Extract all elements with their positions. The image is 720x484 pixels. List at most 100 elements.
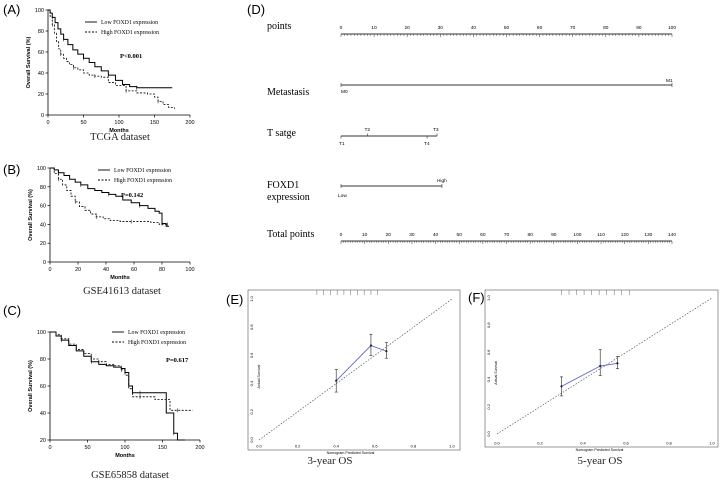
points-scale-tick-label: 30 <box>438 25 444 31</box>
nomogram-row-name: Metastasis <box>267 87 309 98</box>
calibration-point <box>599 364 602 368</box>
total-points-scale-tick-label: 110 <box>597 232 605 238</box>
total-points-scale-tick-label: 120 <box>621 232 629 238</box>
t-stage-t3-label: T3 <box>433 127 439 133</box>
nomogram-row-name: points <box>267 21 292 32</box>
total-points-scale-tick-label: 50 <box>457 232 463 238</box>
km-y-tick-label: 40 <box>38 71 44 77</box>
calibration-y-tick-label: 0.8 <box>486 322 491 328</box>
km-y-tick-label: 80 <box>38 29 44 35</box>
calibration-x-tick-label: 0.4 <box>333 444 339 449</box>
legend-low-label: Low FOXD1 expression <box>101 20 158 26</box>
total-points-scale-tick-label: 90 <box>551 232 557 238</box>
calibration-y-axis-label: Actual Survival <box>494 361 498 385</box>
total-points-scale-tick-label: 70 <box>504 232 510 238</box>
km-x-tick-label: 150 <box>150 120 159 126</box>
km-curve-high <box>50 167 168 225</box>
legend-low-label: Low FOXD1 expression <box>114 168 171 174</box>
total-points-scale-tick-label: 30 <box>409 232 415 238</box>
total-points-scale-tick-label: 10 <box>362 232 368 238</box>
nomogram-row-name: FOXD1 <box>267 180 299 191</box>
km-y-tick-label: 60 <box>40 384 46 390</box>
km-y-tick-label: 20 <box>38 92 44 98</box>
nomogram-row-name-2: expression <box>267 192 310 203</box>
km-pvalue: P=0.142 <box>121 192 143 199</box>
calibration-y-tick-label: 0.2 <box>249 408 254 414</box>
calibration-frame <box>484 289 719 448</box>
km-x-tick-label: 200 <box>185 120 194 126</box>
calibration-y-tick-label: 0.4 <box>486 376 491 382</box>
total-points-scale-tick-label: 80 <box>527 232 533 238</box>
points-scale-tick-label: 10 <box>371 25 377 31</box>
km-x-tick-label: 100 <box>185 267 194 273</box>
km-curve-low <box>48 9 173 89</box>
caption-gse65858: GSE65858 dataset <box>91 470 169 481</box>
km-x-tick-label: 80 <box>159 267 165 273</box>
calibration-x-tick-label: 1.0 <box>709 441 715 446</box>
panel-label-c: (C) <box>3 303 22 318</box>
points-scale-tick-label: 60 <box>537 25 543 31</box>
calibration-curve <box>561 362 618 387</box>
panel-label-d: (D) <box>247 2 266 17</box>
calibration-y-tick-label: 0.0 <box>486 430 491 436</box>
calibration-x-tick-label: 0.2 <box>537 441 543 446</box>
points-scale-tick-label: 100 <box>668 25 676 31</box>
calibration-y-tick-label: 0.8 <box>249 324 254 330</box>
km-y-tick-label: 40 <box>40 411 46 417</box>
km-y-tick-label: 40 <box>40 222 46 228</box>
calibration-y-tick-label: 0.6 <box>486 349 491 355</box>
metastasis-m1-label: M1 <box>666 78 673 84</box>
km-x-tick-label: 40 <box>103 267 109 273</box>
points-scale-tick-label: 0 <box>340 25 343 31</box>
calibration-y-axis-label: Actual Survival <box>257 364 261 388</box>
total-points-scale-tick-label: 140 <box>668 232 676 238</box>
km-x-tick-label: 100 <box>114 120 123 126</box>
panel-label-e: (E) <box>226 292 244 307</box>
km-y-tick-label: 100 <box>37 166 46 172</box>
total-points-scale-tick-label: 100 <box>573 232 581 238</box>
km-x-axis-label: Months <box>110 275 130 281</box>
points-scale-tick-label: 40 <box>471 25 477 31</box>
caption-3yr: 3-year OS <box>307 455 353 467</box>
km-curve-low <box>50 167 169 227</box>
total-points-scale-tick-label: 0 <box>340 232 343 238</box>
panel-label-b: (B) <box>3 162 21 177</box>
km-y-axis-label: Overall Survival (%) <box>28 360 34 412</box>
calibration-x-tick-label: 0.2 <box>295 444 301 449</box>
km-x-axis-label: Months <box>115 453 135 459</box>
calibration-point <box>385 350 388 353</box>
legend-high-label: High FOXD1 expression <box>128 340 186 346</box>
total-points-scale-tick-label: 20 <box>386 232 392 238</box>
calibration-x-tick-label: 0.0 <box>494 441 500 446</box>
km-y-axis-label: Overall Survival (%) <box>26 37 32 89</box>
km-x-tick-label: 20 <box>75 267 81 273</box>
legend-high-label: High FOXD1 expression <box>101 30 159 36</box>
km-curve-high <box>50 331 193 411</box>
km-x-tick-label: 50 <box>80 120 86 126</box>
calibration-point <box>560 385 563 388</box>
calibration-ideal-line <box>496 297 713 435</box>
t-stage-t2-label: T2 <box>364 127 370 133</box>
km-x-tick-label: 50 <box>84 445 90 451</box>
calibration-y-tick-label: 1.0 <box>249 295 254 301</box>
panel-label-a: (A) <box>3 2 21 17</box>
calibration-x-tick-label: 1.0 <box>449 444 455 449</box>
km-x-tick-label: 200 <box>195 445 204 451</box>
points-scale-tick-label: 50 <box>504 25 510 31</box>
km-x-tick-label: 0 <box>46 120 49 126</box>
total-points-scale-tick-label: 40 <box>433 232 439 238</box>
points-scale-tick-label: 80 <box>603 25 609 31</box>
calibration-x-tick-label: 0.8 <box>411 444 417 449</box>
km-y-axis-label: Overall Survival (%) <box>28 189 34 241</box>
km-x-tick-label: 0 <box>48 267 51 273</box>
caption-tcga: TCGA dataset <box>90 132 150 143</box>
calibration-y-tick-label: 0.6 <box>249 352 254 358</box>
points-scale-tick-label: 90 <box>636 25 642 31</box>
t-stage-t1-label: T1 <box>339 141 345 147</box>
legend-high-label: High FOXD1 expression <box>114 178 172 184</box>
km-y-tick-label: 100 <box>35 8 44 14</box>
km-x-tick-label: 60 <box>131 267 137 273</box>
foxd1-low-label: Low <box>338 193 347 199</box>
calibration-frame <box>247 289 461 451</box>
